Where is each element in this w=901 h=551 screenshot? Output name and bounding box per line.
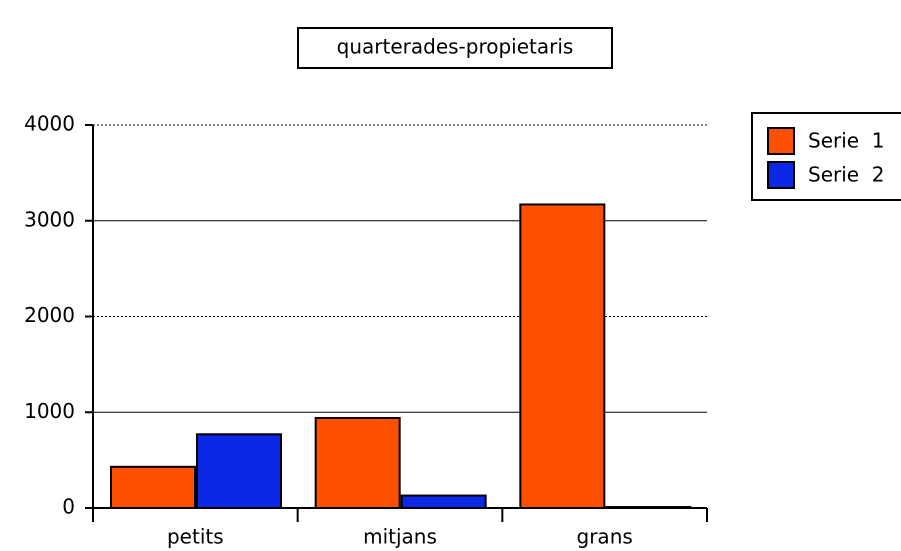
bar [400, 494, 487, 509]
bar [314, 416, 401, 509]
legend-swatch [767, 161, 795, 189]
y-tick-label: 0 [62, 495, 75, 519]
chart-title: quarterades-propietaris [337, 35, 574, 59]
bar [196, 433, 282, 509]
x-tick-label: grans [577, 525, 633, 549]
y-tick-label: 1000 [24, 399, 75, 423]
bar [110, 465, 196, 510]
y-tick-label: 2000 [24, 303, 75, 327]
legend-label: Serie 2 [808, 163, 885, 187]
x-tick-label: mitjans [363, 525, 437, 549]
legend-label: Serie 1 [808, 129, 885, 153]
x-tick-label: petits [167, 525, 224, 549]
y-tick-label: 4000 [24, 112, 75, 136]
y-tick-label: 3000 [24, 207, 75, 231]
legend-swatch [767, 127, 795, 155]
title-box [297, 27, 613, 69]
bar [519, 203, 606, 509]
